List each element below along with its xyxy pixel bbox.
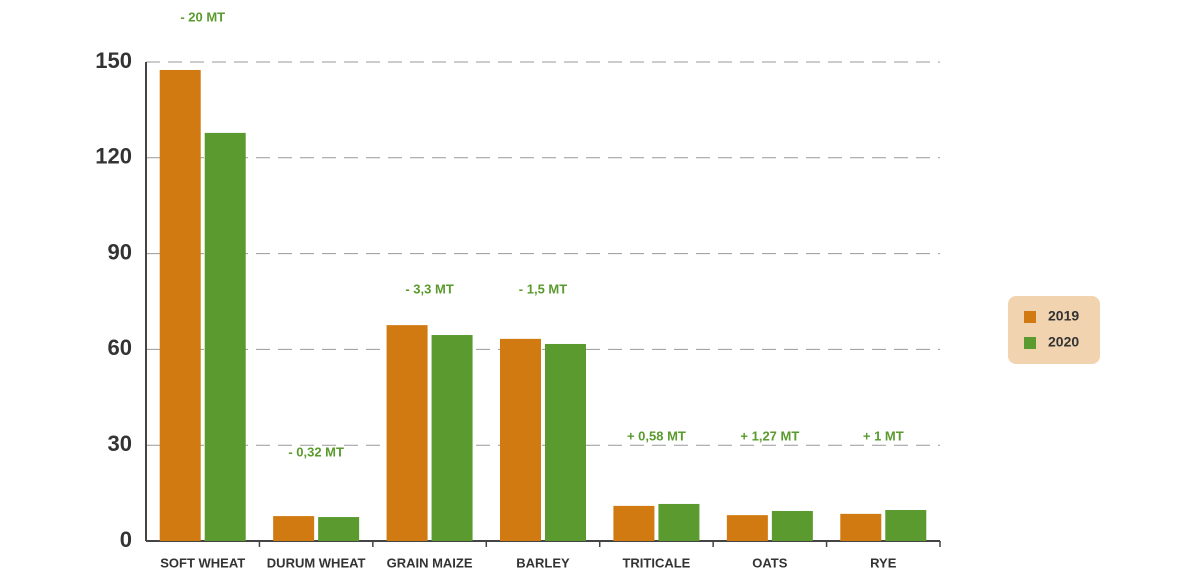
legend-label: 2019	[1048, 308, 1079, 324]
bar	[431, 335, 473, 541]
annotation: - 20 MT	[180, 9, 225, 24]
legend-swatch	[1024, 337, 1036, 349]
x-tick-label: TRITICALE	[622, 555, 690, 570]
x-tick-label: DURUM WHEAT	[267, 555, 366, 570]
x-tick-label: SOFT WHEAT	[160, 555, 245, 570]
y-tick-label: 150	[95, 48, 132, 73]
bar	[771, 510, 813, 541]
annotation: - 0,32 MT	[288, 444, 344, 459]
bar	[840, 513, 882, 541]
y-tick-label: 60	[108, 335, 132, 360]
bar	[613, 505, 655, 541]
annotation: + 0,58 MT	[627, 428, 686, 443]
y-tick-label: 120	[95, 144, 132, 169]
legend-swatch	[1024, 311, 1036, 323]
x-tick-label: OATS	[752, 555, 787, 570]
bar	[658, 503, 700, 541]
x-tick-label: GRAIN MAIZE	[387, 555, 473, 570]
bar	[204, 132, 246, 541]
bar	[545, 343, 586, 541]
legend: 2019 2020	[1008, 296, 1100, 364]
bar	[159, 69, 201, 541]
annotation: + 1,27 MT	[740, 428, 799, 443]
y-tick-label: 0	[120, 527, 132, 552]
annotation: - 1,5 MT	[519, 281, 567, 296]
bar	[885, 510, 927, 541]
bar	[273, 516, 315, 541]
y-tick-label: 30	[108, 431, 132, 456]
bar	[386, 325, 428, 541]
x-tick-label: BARLEY	[516, 555, 570, 570]
x-tick-label: RYE	[870, 555, 897, 570]
bar	[500, 338, 541, 541]
legend-label: 2020	[1048, 334, 1079, 350]
bar	[726, 515, 768, 541]
bar	[318, 517, 360, 541]
y-tick-label: 90	[108, 239, 132, 264]
annotation: + 1 MT	[863, 428, 904, 443]
legend-box	[1008, 296, 1100, 364]
annotation: - 3,3 MT	[405, 281, 453, 296]
